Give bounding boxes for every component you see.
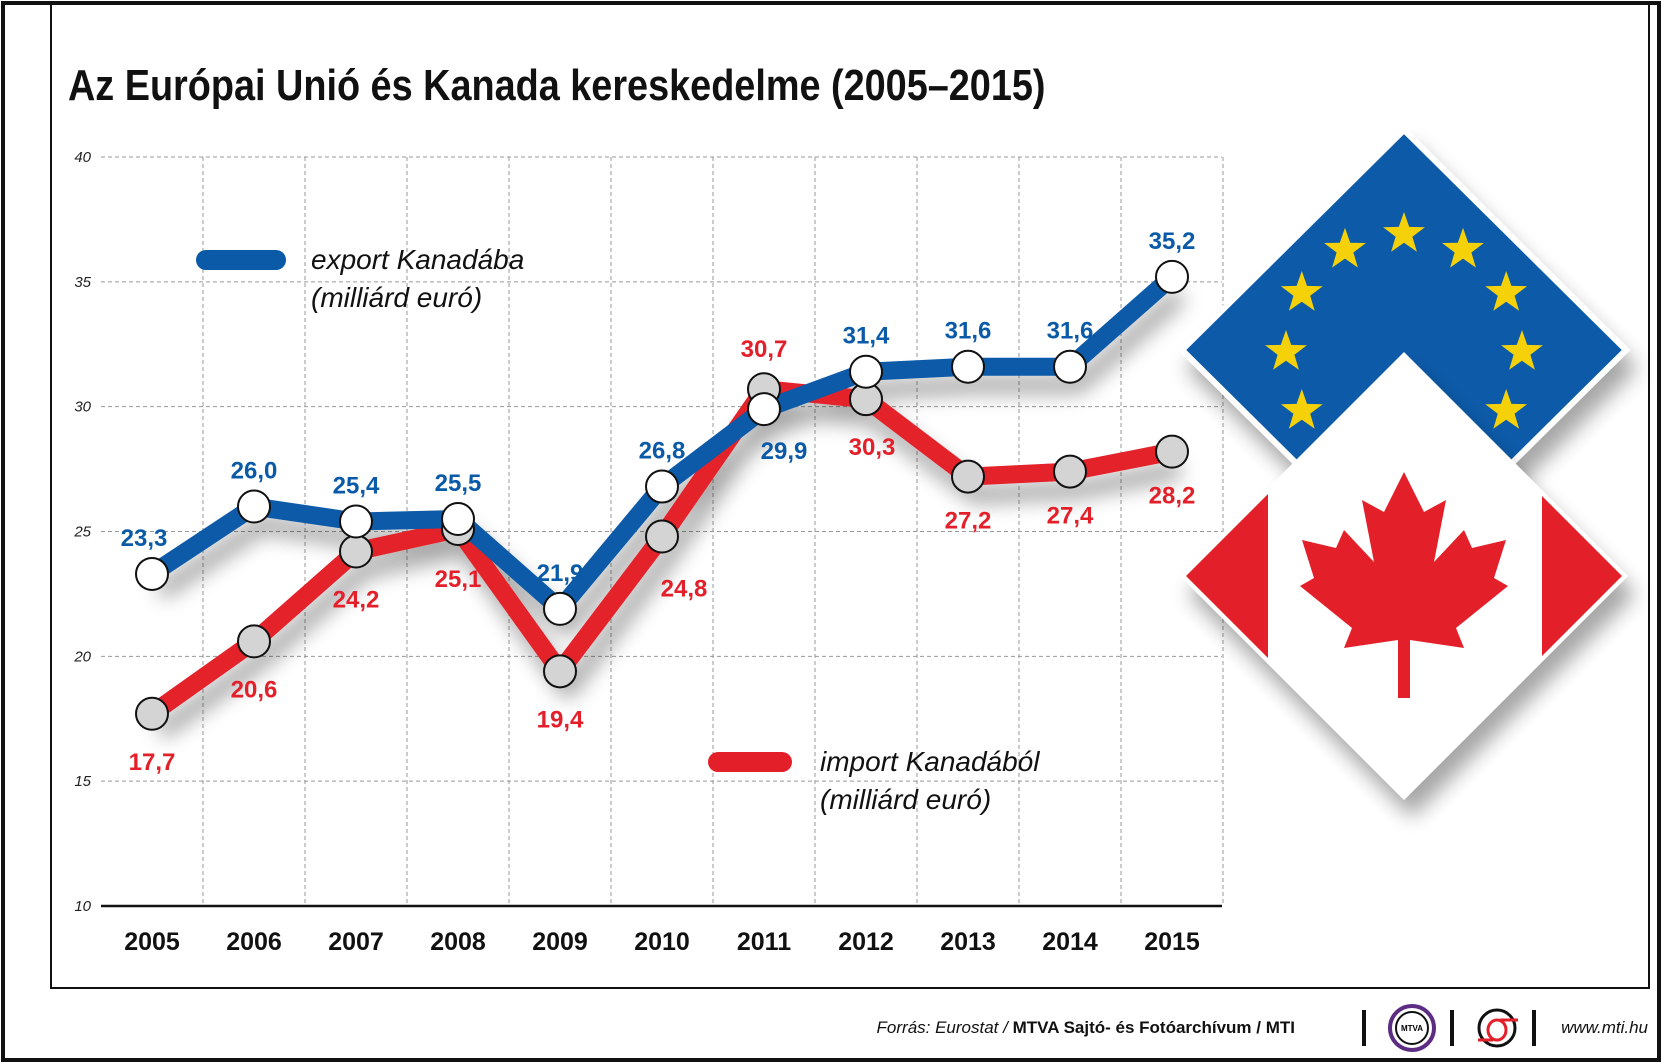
legend-import-unit: (milliárd euró) <box>820 784 991 815</box>
x-tick-label: 2009 <box>532 928 588 956</box>
data-label: 17,7 <box>129 749 176 776</box>
star-icon <box>1280 389 1323 429</box>
y-tick-label: 40 <box>74 149 91 166</box>
data-point <box>1155 259 1189 294</box>
x-tick-label: 2014 <box>1042 928 1098 956</box>
data-label: 25,4 <box>333 473 380 500</box>
data-label: 27,2 <box>945 508 992 535</box>
data-label: 21,9 <box>537 560 584 587</box>
footer-source: Forrás: Eurostat / MTVA Sajtó- és Fotóar… <box>877 1018 1295 1037</box>
data-point <box>237 624 271 659</box>
star-icon <box>1501 330 1543 370</box>
y-tick-label: 15 <box>74 773 91 790</box>
data-point <box>1155 434 1189 469</box>
star-icon <box>1485 389 1528 429</box>
data-point <box>645 519 679 554</box>
footer-source-prefix: Forrás: Eurostat / <box>877 1018 1013 1037</box>
star-icon <box>1442 227 1484 268</box>
data-label: 25,5 <box>435 470 482 497</box>
data-point <box>645 469 679 504</box>
data-point <box>1053 349 1087 384</box>
chart-frame <box>50 2 1650 989</box>
divider <box>1362 1010 1366 1046</box>
star-icon <box>1265 330 1307 370</box>
mtva-logo-text: MTVA <box>1401 1024 1423 1033</box>
mtva-logo-ring <box>1395 1011 1429 1045</box>
star-icon <box>1485 271 1528 311</box>
legend-import: import Kanadából (milliárd euró) <box>708 746 1040 815</box>
data-point <box>339 504 373 539</box>
data-label: 19,4 <box>537 706 584 733</box>
x-tick-label: 2006 <box>226 928 282 956</box>
data-label: 31,4 <box>843 323 890 350</box>
data-label: 24,8 <box>661 575 708 602</box>
data-point <box>339 534 373 569</box>
data-point <box>747 392 781 427</box>
x-tick-label: 2015 <box>1144 928 1200 956</box>
data-point <box>1053 454 1087 489</box>
mti-logo <box>1477 1008 1518 1048</box>
plot-area: 23,3 26,0 25,4 25,5 21,9 26,8 29,9 31,4 31,6 31,6… <box>121 228 1196 776</box>
y-tick-label: 25 <box>73 524 91 541</box>
divider <box>1532 1010 1536 1046</box>
y-tick-label: 20 <box>73 648 91 665</box>
footer: Forrás: Eurostat / MTVA Sajtó- és Fotóar… <box>877 1004 1649 1052</box>
legend-import-label: import Kanadából <box>820 746 1040 777</box>
data-label: 30,7 <box>741 336 788 363</box>
y-tick-label: 30 <box>74 399 91 416</box>
data-point <box>951 349 985 384</box>
data-point <box>135 696 169 731</box>
y-tick-label: 10 <box>74 898 91 915</box>
data-point <box>441 502 475 537</box>
chart-title: Az Európai Unió és Kanada kereskedelme (… <box>68 60 1046 109</box>
star-icon <box>1383 212 1425 252</box>
x-tick-label: 2012 <box>838 928 894 956</box>
star-icon <box>1324 227 1366 268</box>
maple-leaf-icon <box>1300 472 1508 698</box>
divider <box>1450 1010 1454 1046</box>
x-tick-label: 2007 <box>328 928 384 956</box>
data-label: 29,9 <box>761 438 808 465</box>
x-tick-label: 2013 <box>940 928 996 956</box>
data-label: 23,3 <box>121 525 168 552</box>
footer-source-bold: MTVA Sajtó- és Fotóarchívum / MTI <box>1013 1018 1295 1037</box>
data-label: 27,4 <box>1047 503 1094 530</box>
x-tick-label: 2010 <box>634 928 690 956</box>
footer-website[interactable]: www.mti.hu <box>1561 1018 1648 1037</box>
legend-export-label: export Kanadába <box>311 244 524 275</box>
data-label: 20,6 <box>231 676 278 703</box>
data-label: 26,8 <box>639 438 686 465</box>
x-tick-label: 2011 <box>737 928 791 956</box>
data-point <box>543 591 577 626</box>
data-label: 31,6 <box>945 318 992 345</box>
legend-export: export Kanadába (milliárd euró) <box>196 244 524 313</box>
x-tick-label: 2005 <box>124 928 180 956</box>
data-point <box>849 354 883 389</box>
data-point <box>543 654 577 689</box>
data-label: 30,3 <box>849 434 896 461</box>
data-label: 24,2 <box>333 586 380 613</box>
y-tick-label: 35 <box>74 274 91 291</box>
data-point <box>135 556 169 591</box>
data-point <box>237 489 271 524</box>
legend-export-unit: (milliárd euró) <box>311 282 482 313</box>
data-label: 25,1 <box>435 566 482 593</box>
data-label: 35,2 <box>1149 228 1196 255</box>
data-label: 28,2 <box>1149 483 1196 510</box>
star-icon <box>1280 271 1323 311</box>
data-label: 26,0 <box>231 458 278 485</box>
mtva-logo <box>1388 1004 1436 1052</box>
data-point <box>951 459 985 494</box>
data-label: 31,6 <box>1047 318 1094 345</box>
x-tick-label: 2008 <box>430 928 486 956</box>
